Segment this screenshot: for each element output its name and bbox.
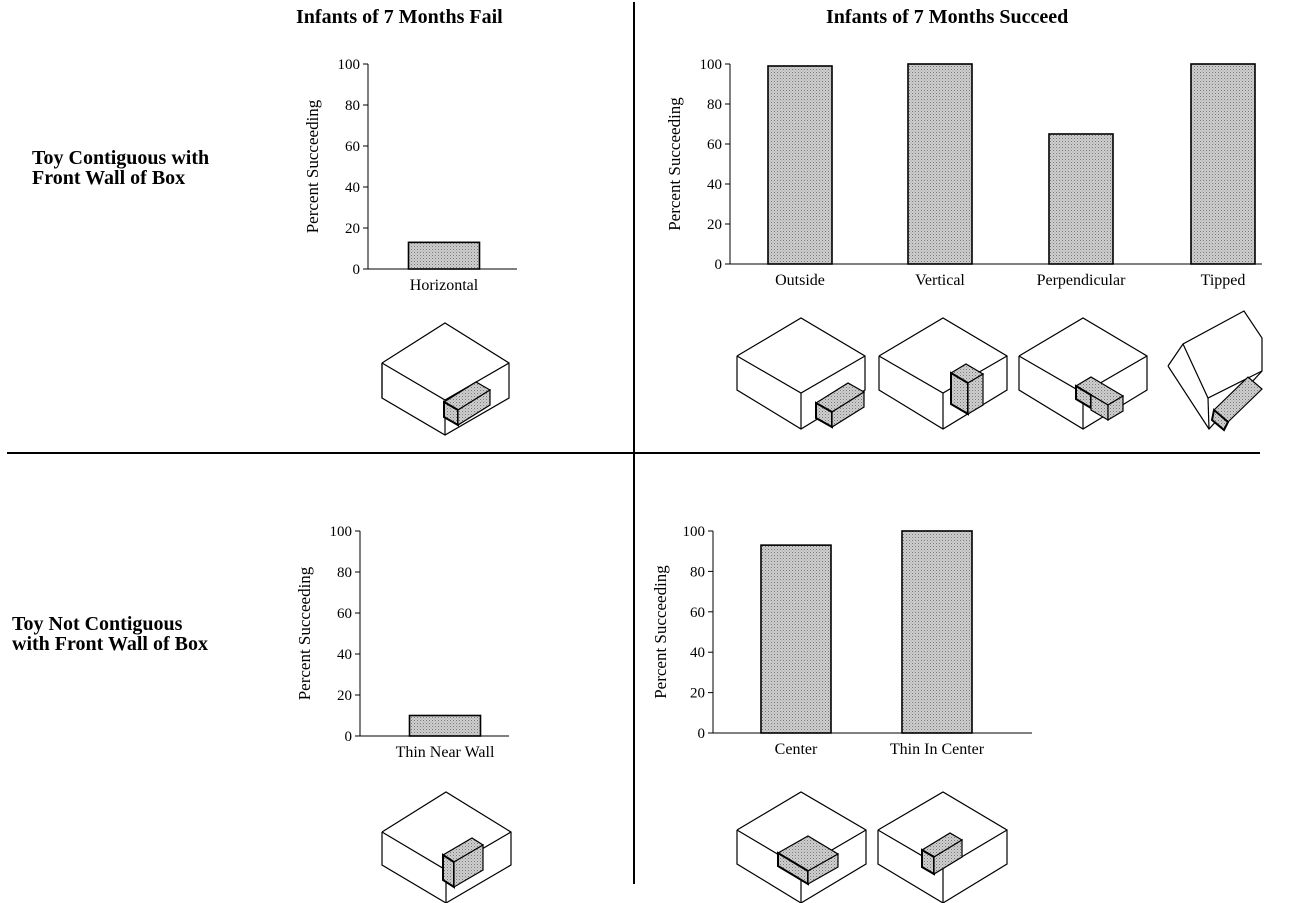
category-label: Center — [775, 741, 818, 758]
y-tick-label: 60 — [690, 605, 705, 621]
bar-horizontal — [407, 241, 481, 270]
vertical-divider — [633, 2, 635, 884]
y-tick-label: 80 — [707, 97, 722, 113]
y-axis-label: Percent Succeeding — [303, 99, 322, 233]
y-tick-label: 0 — [698, 726, 706, 742]
box-outside-icon — [736, 317, 866, 430]
bar-tipped — [1190, 63, 1256, 265]
category-label: Thin In Center — [890, 741, 985, 758]
bar-outside — [767, 65, 833, 265]
bottom-row-label: Toy Not Contiguous with Front Wall of Bo… — [12, 614, 208, 654]
bar-thin-in-center — [901, 530, 973, 734]
box-perpendicular-icon — [1018, 317, 1148, 430]
chart-bottom-left: 0 20 40 60 80 100 Percent Succeeding Thin Near … — [295, 524, 509, 761]
y-tick-label: 80 — [345, 98, 360, 114]
y-tick-label: 80 — [337, 565, 352, 581]
chart-top-right: 0 20 40 60 80 100 Percent Succeeding Outside Ver… — [665, 57, 1262, 289]
y-axis-label: Percent Succeeding — [651, 565, 670, 699]
y-tick-label: 20 — [345, 221, 360, 237]
y-axis-label: Percent Succeeding — [295, 566, 314, 700]
y-tick-label: 40 — [345, 180, 360, 196]
y-tick-label: 0 — [345, 729, 353, 745]
y-tick-label: 0 — [715, 257, 723, 273]
box-thin-near-wall-icon — [381, 791, 512, 903]
y-tick-label: 100 — [330, 524, 353, 540]
y-tick-label: 20 — [690, 686, 705, 702]
box-vertical-icon — [878, 317, 1008, 430]
horizontal-divider — [7, 452, 1260, 454]
y-tick-label: 60 — [707, 137, 722, 153]
right-column-title: Infants of 7 Months Succeed — [826, 6, 1069, 28]
chart-bottom-right: 0 20 40 60 80 100 Percent Succeeding Center Thin… — [651, 524, 1032, 758]
top-row-label-line1: Toy Contiguous with — [32, 147, 210, 169]
y-tick-label: 20 — [337, 688, 352, 704]
bottom-row-label-line2: with Front Wall of Box — [12, 633, 208, 655]
bar-vertical — [907, 63, 973, 265]
y-tick-label: 80 — [690, 564, 705, 580]
y-tick-label: 100 — [338, 57, 361, 73]
top-row-label: Toy Contiguous with Front Wall of Box — [32, 148, 209, 188]
box-tipped-icon — [1167, 310, 1263, 432]
y-tick-label: 60 — [337, 606, 352, 622]
y-axis-label: Percent Succeeding — [665, 97, 684, 231]
bottom-row-label-line1: Toy Not Contiguous — [12, 613, 183, 635]
box-thin-in-center-icon — [877, 791, 1008, 903]
category-label: Vertical — [915, 272, 965, 289]
y-tick-label: 100 — [700, 57, 723, 73]
bar-center — [760, 544, 832, 734]
y-tick-label: 40 — [707, 177, 722, 193]
y-tick-label: 0 — [353, 262, 361, 278]
category-label: Perpendicular — [1037, 272, 1127, 289]
box-horizontal-icon — [381, 322, 510, 436]
chart-top-left: 0 20 40 60 80 100 Percent Succeeding Horizontal — [303, 57, 517, 294]
y-tick-label: 100 — [683, 524, 706, 540]
category-label: Tipped — [1201, 272, 1246, 289]
y-tick-label: 60 — [345, 139, 360, 155]
category-label: Thin Near Wall — [396, 744, 495, 761]
left-column-title: Infants of 7 Months Fail — [296, 6, 503, 28]
category-label: Horizontal — [410, 277, 479, 294]
top-row-label-line2: Front Wall of Box — [32, 167, 186, 189]
y-tick-label: 20 — [707, 217, 722, 233]
bar-thin-near-wall — [408, 714, 482, 737]
box-center-icon — [736, 791, 867, 903]
y-tick-label: 40 — [337, 647, 352, 663]
y-tick-label: 40 — [690, 645, 705, 661]
bar-perpendicular — [1048, 133, 1114, 265]
category-label: Outside — [775, 272, 825, 289]
